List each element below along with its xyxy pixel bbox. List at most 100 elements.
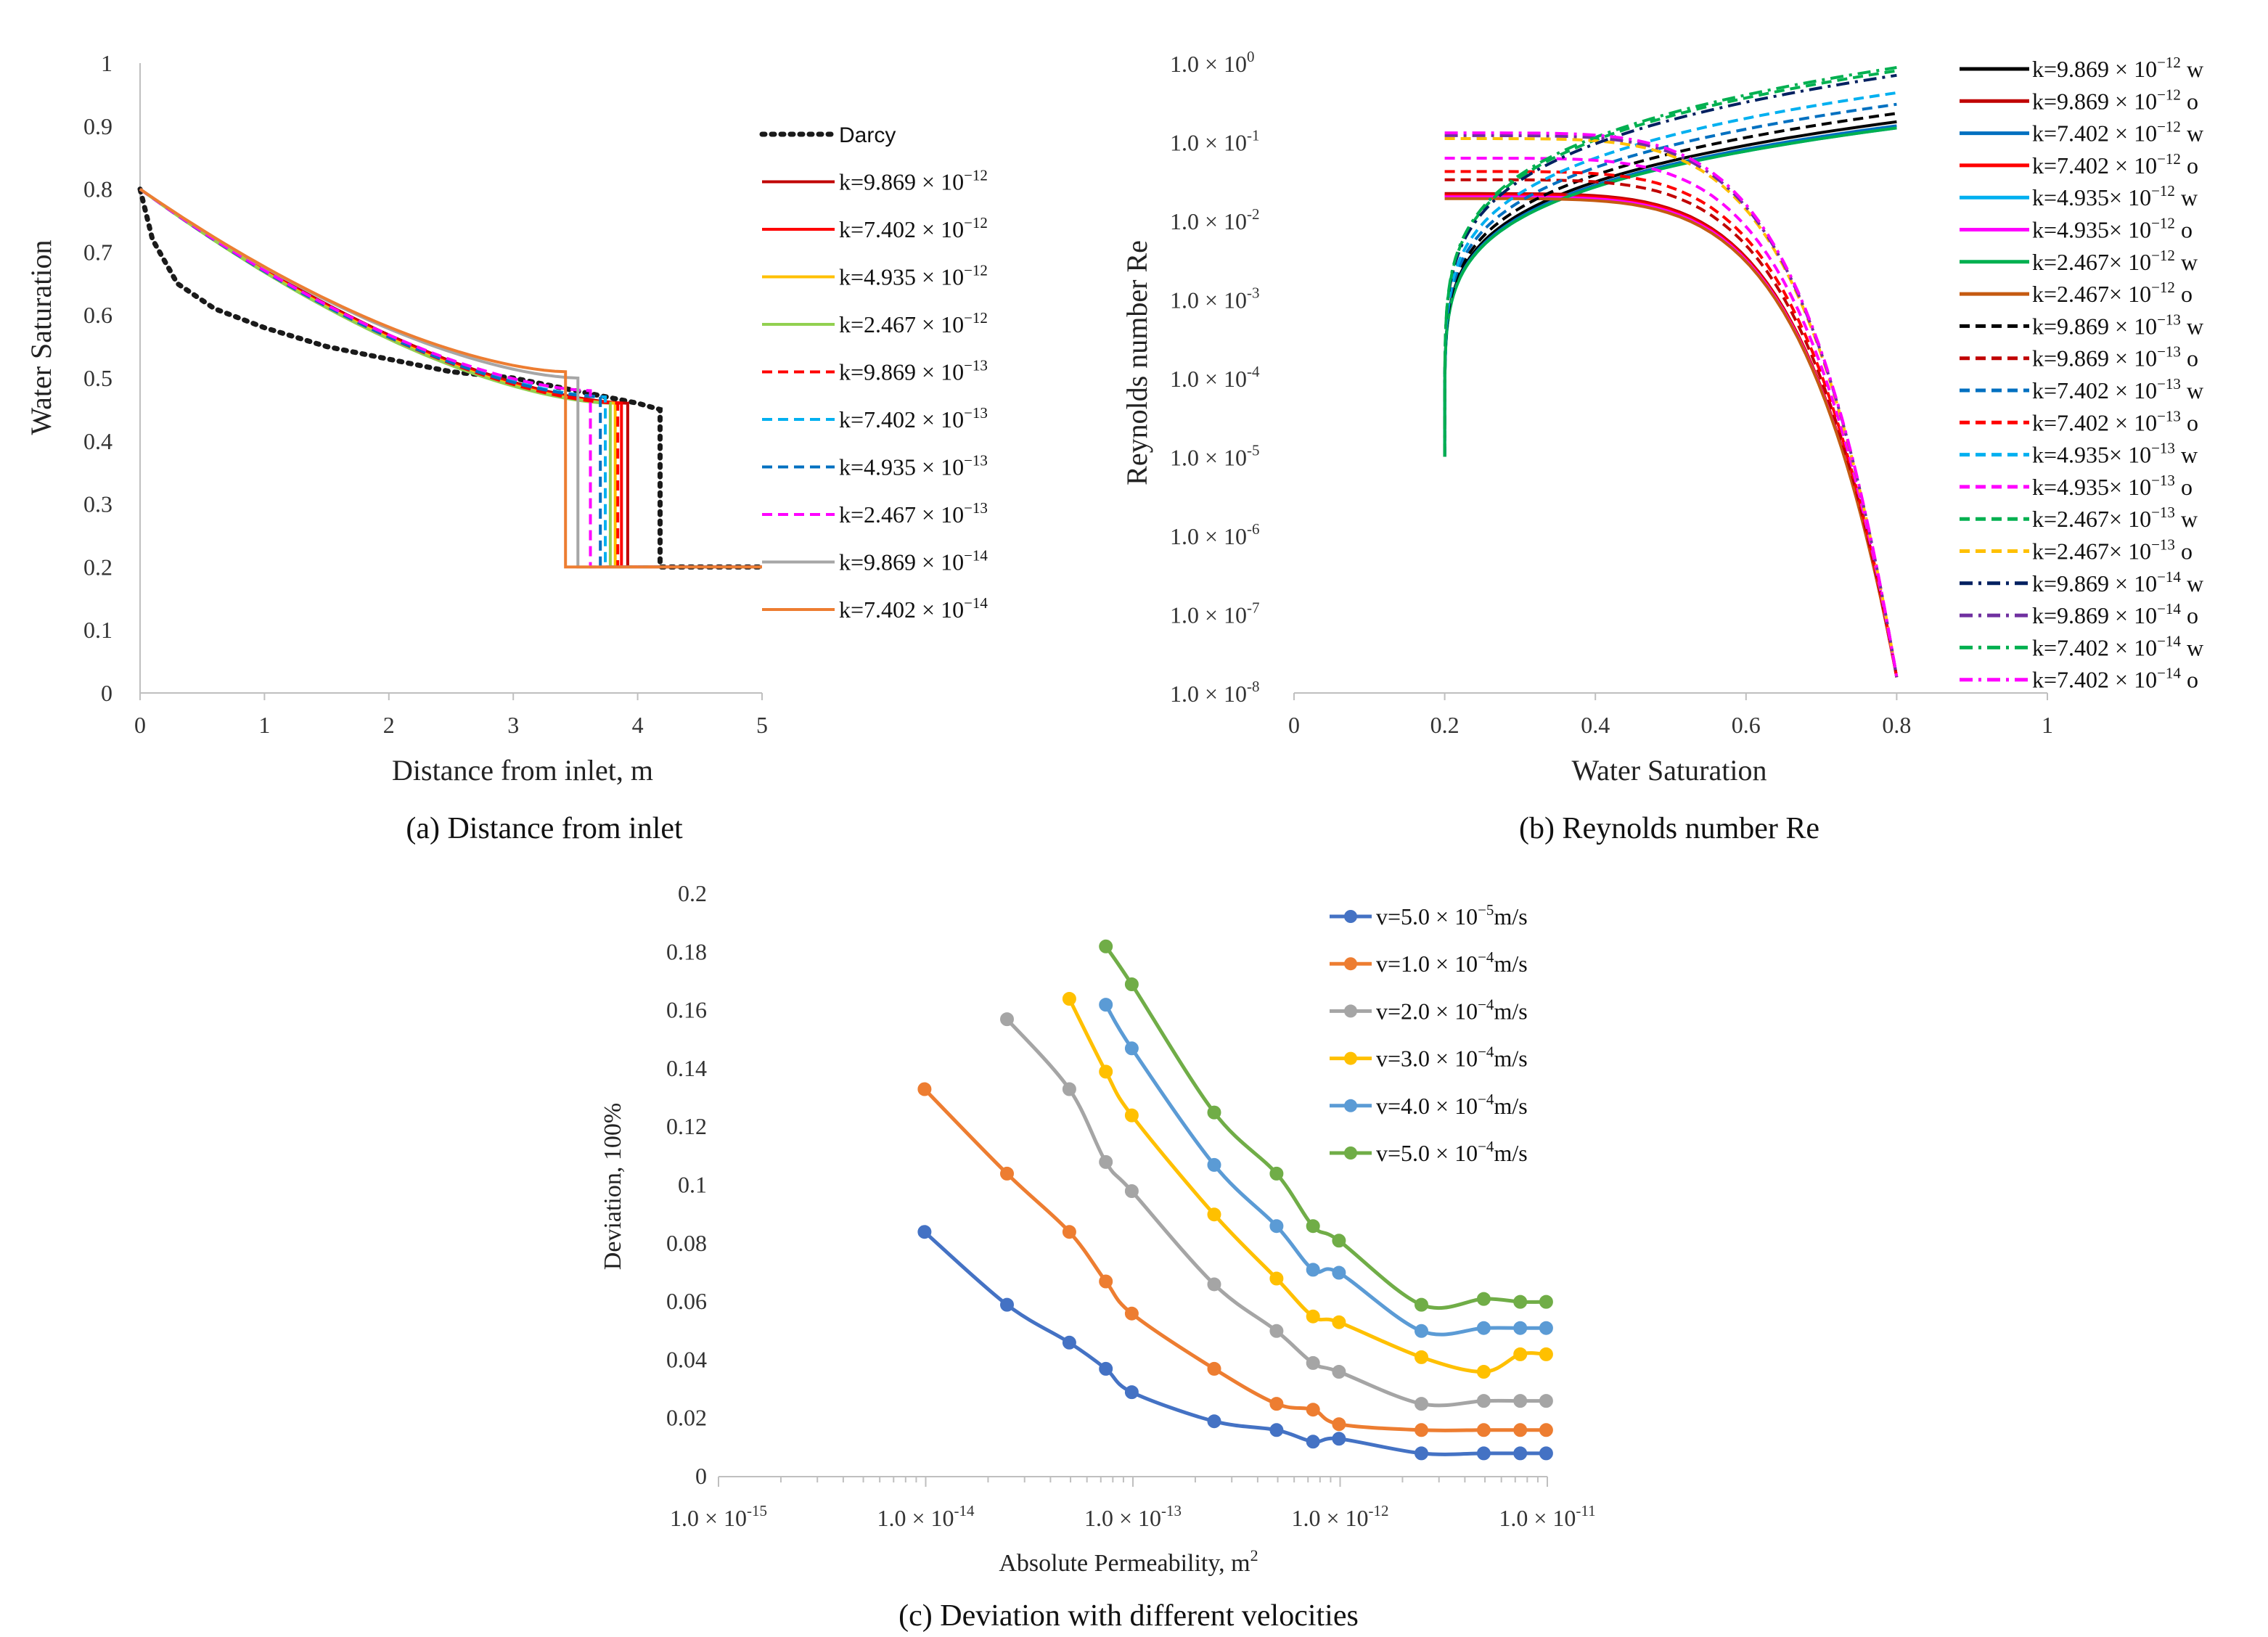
panel-b-legend-label-suffix: o [2175, 281, 2193, 307]
panel-c-legend-label-suffix: m/s [1494, 1140, 1527, 1166]
panel-c-legend-label-exponent: −4 [1478, 1091, 1494, 1108]
panel-c-legend-label-base: v=3.0 × 10 [1376, 1046, 1478, 1072]
panel-b-legend-label: k=7.402 × 10−14 w [2032, 632, 2203, 660]
panel-c-data-point [1099, 1154, 1113, 1169]
panel-c-data-point [1476, 1365, 1491, 1379]
panel-b-y-axis-label: Reynolds number Re [1121, 240, 1153, 485]
panel-b-legend-label: k=2.467× 10−12 o [2032, 279, 2193, 307]
panel-a-legend-label: Darcy [839, 123, 896, 147]
panel-c-data-point [1269, 1271, 1284, 1286]
panel-c-caption: (c) Deviation with different velocities [898, 1599, 1359, 1633]
panel-c-data-point [1415, 1423, 1428, 1437]
panel-b-legend-label-suffix: w [2181, 313, 2203, 339]
panel-c-legend-label-base: v=5.0 × 10 [1376, 1140, 1478, 1166]
panel-c-data-point [1539, 1295, 1553, 1309]
panel-a-distance-from-inlet: Water Saturation Distance from inlet, m … [25, 50, 988, 845]
panel-c-axes: 0 0.02 0.04 0.06 0.08 0.1 0.12 0.14 0.16 0.18 0.2 1… [666, 880, 1596, 1531]
panel-a-y-axis-label: Water Saturation [25, 240, 57, 435]
panel-c-data-point [1332, 1234, 1346, 1248]
panel-b-y-tick-label-exponent: -6 [1247, 520, 1260, 538]
panel-c-data-point [1332, 1265, 1346, 1280]
panel-b-legend-label-base: k=9.869 × 10 [2032, 602, 2157, 628]
panel-b-legend-label-exponent: −13 [2151, 536, 2175, 554]
panel-b-series-line [1444, 192, 1899, 678]
panel-b-reynolds-number: Reynolds number Re Water Saturation (b) … [1121, 48, 2203, 845]
panel-b-x-tick-label: 0.4 [1581, 712, 1610, 738]
panel-b-legend-label-suffix: o [2181, 345, 2198, 372]
panel-c-legend-label-base: v=1.0 × 10 [1376, 951, 1478, 977]
panel-b-legend-label-exponent: −12 [2151, 247, 2175, 264]
panel-b-legend-label-suffix: w [2181, 570, 2203, 596]
panel-a-legend-label-base: k=9.869 × 10 [839, 549, 964, 575]
panel-b-legend-label: k=2.467× 10−13 w [2032, 504, 2198, 532]
panel-c-data-point [1000, 1012, 1014, 1027]
panel-b-x-tick-label: 0.8 [1882, 712, 1911, 738]
panel-b-legend-label-base: k=4.935× 10 [2032, 442, 2151, 468]
panel-a-legend-label-base: k=2.467 × 10 [839, 311, 964, 337]
panel-a-legend-label-exponent: −13 [964, 357, 988, 374]
panel-b-legend-label-base: k=9.869 × 10 [2032, 56, 2157, 82]
panel-b-legend-label-suffix: o [2175, 474, 2193, 500]
panel-c-y-tick-label: 0.16 [666, 997, 707, 1023]
panel-c-legend-label-suffix: m/s [1494, 1093, 1527, 1119]
panel-c-y-axis-label: Deviation, 100% [599, 1103, 626, 1270]
panel-a-legend-label-base: k=9.869 × 10 [839, 169, 964, 195]
panel-c-data-point [1306, 1219, 1320, 1234]
panel-c-data-point [1332, 1315, 1346, 1329]
panel-c-data-point [1539, 1321, 1553, 1335]
panel-a-plot-lines [137, 186, 765, 570]
panel-c-x-tick-label-exponent: -13 [1161, 1502, 1182, 1519]
panel-b-legend-label-exponent: −13 [2157, 311, 2181, 328]
panel-c-legend-label-exponent: −4 [1478, 996, 1494, 1013]
panel-c-data-point [1513, 1394, 1528, 1408]
panel-a-series-line [139, 187, 762, 569]
panel-b-legend-label: k=4.935× 10−13 o [2032, 472, 2193, 500]
panel-b-y-tick-label: 1.0 × 10-7 [1170, 599, 1260, 628]
panel-c-data-point [1099, 939, 1113, 953]
panel-c-y-tick-label: 0.04 [666, 1346, 707, 1372]
panel-b-legend-label-base: k=4.935× 10 [2032, 217, 2151, 243]
panel-c-data-point [1306, 1355, 1320, 1370]
panel-b-y-tick-label-base: 1.0 × 10 [1170, 366, 1247, 392]
panel-a-series-line [139, 187, 762, 569]
panel-c-y-tick-label: 0 [695, 1463, 707, 1489]
panel-b-legend-label-exponent: −12 [2157, 86, 2181, 103]
panel-c-data-point [1124, 1306, 1139, 1321]
panel-b-legend-label: k=9.869 × 10−12 o [2032, 86, 2198, 114]
panel-b-legend: k=9.869 × 10−12 wk=9.869 × 10−12 ok=7.40… [1960, 54, 2203, 693]
panel-b-legend-label-suffix: o [2181, 409, 2198, 435]
panel-b-legend-label-base: k=7.402 × 10 [2032, 409, 2157, 435]
panel-c-x-tick-label: 1.0 × 10-15 [670, 1502, 767, 1531]
panel-b-legend-label-exponent: −14 [2157, 665, 2181, 682]
panel-b-legend-label-exponent: −13 [2157, 343, 2181, 361]
panel-b-legend-label-exponent: −14 [2157, 600, 2181, 618]
panel-b-legend-label-base: k=7.402 × 10 [2032, 120, 2157, 147]
panel-a-y-tick-label: 0.8 [83, 176, 112, 202]
panel-c-data-point [1207, 1157, 1221, 1172]
panel-c-x-axis-label: Absolute Permeability, m2 [999, 1546, 1258, 1577]
panel-b-y-tick-label-base: 1.0 × 10 [1170, 51, 1247, 77]
panel-c-series-line [923, 1230, 1547, 1456]
panel-a-legend-label: k=9.869 × 10−13 [839, 357, 988, 385]
panel-c-data-point [1207, 1105, 1221, 1120]
panel-c-data-point [1124, 1184, 1139, 1198]
panel-b-legend-label-exponent: −12 [2157, 150, 2181, 168]
panel-c-y-tick-label: 0.18 [666, 938, 707, 964]
panel-b-legend-label: k=9.869 × 10−14 o [2032, 600, 2198, 628]
panel-a-caption: (a) Distance from inlet [406, 812, 683, 845]
panel-b-legend-label: k=4.935× 10−12 w [2032, 182, 2198, 210]
panel-c-plot-lines [917, 939, 1553, 1461]
panel-a-legend-label: k=7.402 × 10−13 [839, 404, 988, 432]
panel-b-y-tick-label: 1.0 × 10-3 [1170, 284, 1260, 313]
panel-b-y-tick-label-exponent: -8 [1247, 678, 1260, 695]
panel-a-series-line [139, 187, 762, 569]
panel-c-data-point [1000, 1166, 1014, 1181]
panel-c-legend-label-base: v=2.0 × 10 [1376, 998, 1478, 1024]
panel-a-x-tick-label: 2 [383, 712, 395, 738]
panel-c-x-axis-label-sup: 2 [1250, 1546, 1258, 1564]
panel-b-legend-label-suffix: w [2181, 634, 2203, 660]
panel-c-y-tick-label: 0.14 [666, 1055, 707, 1081]
panel-b-legend-label: k=7.402 × 10−14 o [2032, 665, 2198, 693]
panel-a-legend-label: k=4.935 × 10−13 [839, 452, 988, 480]
